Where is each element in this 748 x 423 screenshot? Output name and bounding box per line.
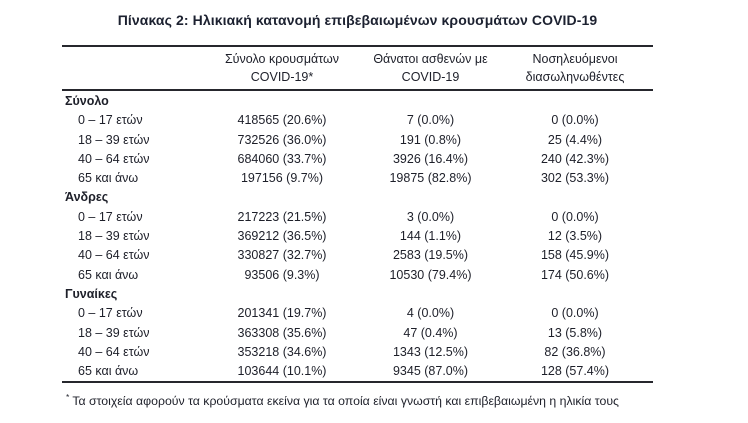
cases-cell: 369212 (36.5%) xyxy=(237,229,327,244)
header-total-cases-line1: Σύνολο κρουσμάτων xyxy=(224,52,340,66)
intubated-cell: 0 (0.0%) xyxy=(551,209,599,224)
empty-cell xyxy=(364,92,497,111)
age-label: 40 – 64 ετών xyxy=(78,344,150,359)
age-label: 65 και άνω xyxy=(78,171,139,186)
section-label: Άνδρες xyxy=(65,190,109,205)
intubated-cell: 158 (45.9%) xyxy=(540,248,610,263)
header-total-cases: Σύνολο κρουσμάτων COVID-19* xyxy=(200,50,364,86)
deaths-cell: 3 (0.0%) xyxy=(406,209,455,224)
data-row: 40 – 64 ετών 684060 (33.7%) 3926 (16.4%)… xyxy=(62,150,653,169)
deaths-cell: 19875 (82.8%) xyxy=(389,171,472,186)
age-label: 65 και άνω xyxy=(78,267,139,282)
deaths-cell: 144 (1.1%) xyxy=(399,229,462,244)
deaths-cell: 191 (0.8%) xyxy=(399,132,462,147)
intubated-cell: 240 (42.3%) xyxy=(540,151,610,166)
intubated-cell: 302 (53.3%) xyxy=(540,171,610,186)
header-deaths-line2: COVID-19 xyxy=(401,70,460,84)
deaths-cell: 3926 (16.4%) xyxy=(392,151,469,166)
age-label: 40 – 64 ετών xyxy=(78,151,150,166)
cases-cell: 732526 (36.0%) xyxy=(237,132,327,147)
data-row: 0 – 17 ετών 217223 (21.5%) 3 (0.0%) 0 (0… xyxy=(62,208,653,227)
header-deaths: Θάνατοι ασθενών με COVID-19 xyxy=(364,50,497,86)
empty-cell xyxy=(200,188,364,207)
cases-cell: 103644 (10.1%) xyxy=(237,364,327,379)
empty-cell xyxy=(364,285,497,304)
intubated-cell: 12 (3.5%) xyxy=(547,229,603,244)
section-label: Γυναίκες xyxy=(65,286,118,301)
deaths-cell: 2583 (19.5%) xyxy=(392,248,469,263)
footnote-text: Τα στοιχεία αφορούν τα κρούσματα εκείνα … xyxy=(72,394,619,409)
data-row: 18 – 39 ετών 363308 (35.6%) 47 (0.4%) 13… xyxy=(62,324,653,343)
age-label: 18 – 39 ετών xyxy=(78,132,150,147)
data-row: 65 και άνω 93506 (9.3%) 10530 (79.4%) 17… xyxy=(62,266,653,285)
table-footnote: * Τα στοιχεία αφορούν τα κρούσματα εκείνα… xyxy=(66,392,686,408)
age-label: 0 – 17 ετών xyxy=(78,306,143,321)
deaths-cell: 10530 (79.4%) xyxy=(389,267,472,282)
cases-cell: 93506 (9.3%) xyxy=(244,267,320,282)
data-row: 0 – 17 ετών 418565 (20.6%) 7 (0.0%) 0 (0… xyxy=(62,111,653,130)
table-body: Σύνολο 0 – 17 ετών 418565 (20.6%) 7 (0.0… xyxy=(62,91,653,384)
empty-cell xyxy=(497,285,653,304)
empty-cell xyxy=(497,188,653,207)
header-deaths-line1: Θάνατοι ασθενών με xyxy=(373,52,488,66)
data-row: 40 – 64 ετών 330827 (32.7%) 2583 (19.5%)… xyxy=(62,246,653,265)
section-label: Σύνολο xyxy=(65,94,109,108)
intubated-cell: 82 (36.8%) xyxy=(544,344,606,359)
header-spacer xyxy=(62,50,200,86)
header-total-cases-line2: COVID-19* xyxy=(250,70,314,84)
section-row-women: Γυναίκες xyxy=(62,285,653,304)
intubated-cell: 174 (50.6%) xyxy=(540,267,610,282)
deaths-cell: 4 (0.0%) xyxy=(406,306,455,321)
age-label: 0 – 17 ετών xyxy=(78,209,143,224)
empty-cell xyxy=(497,92,653,111)
header-intubated-line2: διασωληνωθέντες xyxy=(525,70,625,84)
cases-cell: 363308 (35.6%) xyxy=(237,325,327,340)
cases-cell: 353218 (34.6%) xyxy=(237,344,327,359)
cases-cell: 418565 (20.6%) xyxy=(237,113,327,128)
data-row: 0 – 17 ετών 201341 (19.7%) 4 (0.0%) 0 (0… xyxy=(62,304,653,323)
deaths-cell: 9345 (87.0%) xyxy=(392,364,469,379)
data-row: 18 – 39 ετών 732526 (36.0%) 191 (0.8%) 2… xyxy=(62,131,653,150)
cases-cell: 217223 (21.5%) xyxy=(237,209,327,224)
deaths-cell: 7 (0.0%) xyxy=(406,113,455,128)
cases-cell: 684060 (33.7%) xyxy=(237,151,327,166)
empty-cell xyxy=(200,285,364,304)
cases-cell: 330827 (32.7%) xyxy=(237,248,327,263)
section-row-total: Σύνολο xyxy=(62,92,653,111)
footnote-asterisk: * xyxy=(66,392,70,402)
table-title: Πίνακας 2: Ηλικιακή κατανομή επιβεβαιωμέ… xyxy=(117,12,598,28)
data-row: 65 και άνω 197156 (9.7%) 19875 (82.8%) 3… xyxy=(62,169,653,188)
data-row: 18 – 39 ετών 369212 (36.5%) 144 (1.1%) 1… xyxy=(62,227,653,246)
age-label: 40 – 64 ετών xyxy=(78,248,150,263)
age-label: 18 – 39 ετών xyxy=(78,325,150,340)
intubated-cell: 25 (4.4%) xyxy=(547,132,603,147)
age-label: 65 και άνω xyxy=(78,364,139,379)
data-row: 40 – 64 ετών 353218 (34.6%) 1343 (12.5%)… xyxy=(62,343,653,362)
intubated-cell: 128 (57.4%) xyxy=(540,364,610,379)
intubated-cell: 0 (0.0%) xyxy=(551,306,599,321)
age-label: 18 – 39 ετών xyxy=(78,229,150,244)
empty-cell xyxy=(200,92,364,111)
age-label: 0 – 17 ετών xyxy=(78,113,143,128)
section-row-men: Άνδρες xyxy=(62,188,653,207)
header-intubated-line1: Νοσηλευόμενοι xyxy=(532,52,618,66)
covid-age-table: Σύνολο κρουσμάτων COVID-19* Θάνατοι ασθε… xyxy=(62,45,653,384)
table-header-row: Σύνολο κρουσμάτων COVID-19* Θάνατοι ασθε… xyxy=(62,45,653,91)
empty-cell xyxy=(364,188,497,207)
intubated-cell: 13 (5.8%) xyxy=(547,325,603,340)
cases-cell: 197156 (9.7%) xyxy=(240,171,323,186)
cases-cell: 201341 (19.7%) xyxy=(237,306,327,321)
deaths-cell: 1343 (12.5%) xyxy=(392,344,469,359)
intubated-cell: 0 (0.0%) xyxy=(551,113,599,128)
data-row: 65 και άνω 103644 (10.1%) 9345 (87.0%) 1… xyxy=(62,362,653,381)
header-intubated: Νοσηλευόμενοι διασωληνωθέντες xyxy=(497,50,653,86)
deaths-cell: 47 (0.4%) xyxy=(403,325,458,340)
